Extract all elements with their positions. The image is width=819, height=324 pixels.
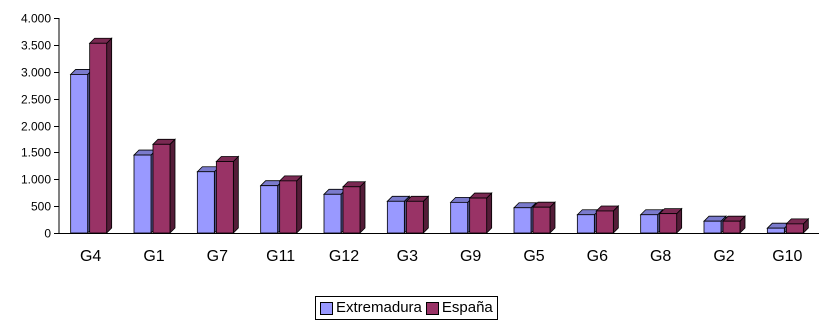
legend: Extremadura España	[315, 296, 498, 320]
legend-item-extremadura: Extremadura	[320, 299, 422, 317]
legend-item-espana: España	[425, 299, 493, 317]
bar-espana-g1	[152, 138, 176, 234]
x-tick-label: G10	[772, 248, 802, 265]
bar-espana-g7	[215, 155, 240, 234]
legend-swatch-extremadura	[320, 301, 333, 315]
bar-espana-g11	[278, 174, 303, 234]
x-tick-label: G2	[713, 248, 734, 265]
legend-label-extremadura: Extremadura	[336, 299, 422, 316]
x-tick-label: G4	[80, 248, 101, 265]
bar-espana-g2	[722, 215, 746, 234]
x-tick-label: G5	[523, 248, 544, 265]
x-tick-label: G9	[460, 248, 481, 265]
y-tick-label: 3.500	[21, 39, 51, 53]
x-tick-label: G1	[143, 248, 164, 265]
y-tick-label: 4.000	[21, 12, 51, 26]
y-tick-label: 0	[44, 227, 51, 241]
bar-espana-g4	[88, 37, 113, 234]
bar-espana-g8	[658, 207, 683, 234]
x-axis: G4 G1 G7 G11 G12 G3 G9 G5 G6 G8 G2 G10	[59, 233, 819, 265]
bar-espana-g9	[468, 192, 493, 234]
y-tick-label: 500	[31, 200, 51, 214]
y-tick-label: 2.500	[21, 93, 51, 107]
bar-espana-g12	[342, 180, 366, 234]
x-tick-label: G12	[329, 248, 359, 265]
bar-espana-g6	[595, 204, 620, 234]
bar-extremadura-g5	[513, 201, 537, 234]
x-tick-label: G6	[587, 248, 608, 265]
bar-espana-g10	[785, 217, 810, 234]
y-tick-label: 2.000	[21, 120, 51, 134]
bar-espana-g3	[405, 195, 430, 234]
x-tick-label: G7	[207, 248, 228, 265]
y-tick-label: 3.000	[21, 66, 51, 80]
bar-espana-g5	[532, 201, 556, 234]
y-axis: 0 500 1.000 1.500 2.000 2.500 3.000 3.500 4.000	[21, 12, 60, 241]
legend-label-espana: España	[441, 299, 493, 316]
bars	[69, 37, 810, 234]
x-tick-label: G11	[266, 248, 295, 265]
x-tick-label: G3	[397, 248, 418, 265]
bar-extremadura-g3	[386, 195, 411, 234]
legend-swatch-espana	[425, 301, 439, 315]
x-tick-label: G8	[650, 248, 671, 265]
y-tick-label: 1.500	[21, 146, 51, 160]
y-tick-label: 1.000	[21, 173, 51, 187]
